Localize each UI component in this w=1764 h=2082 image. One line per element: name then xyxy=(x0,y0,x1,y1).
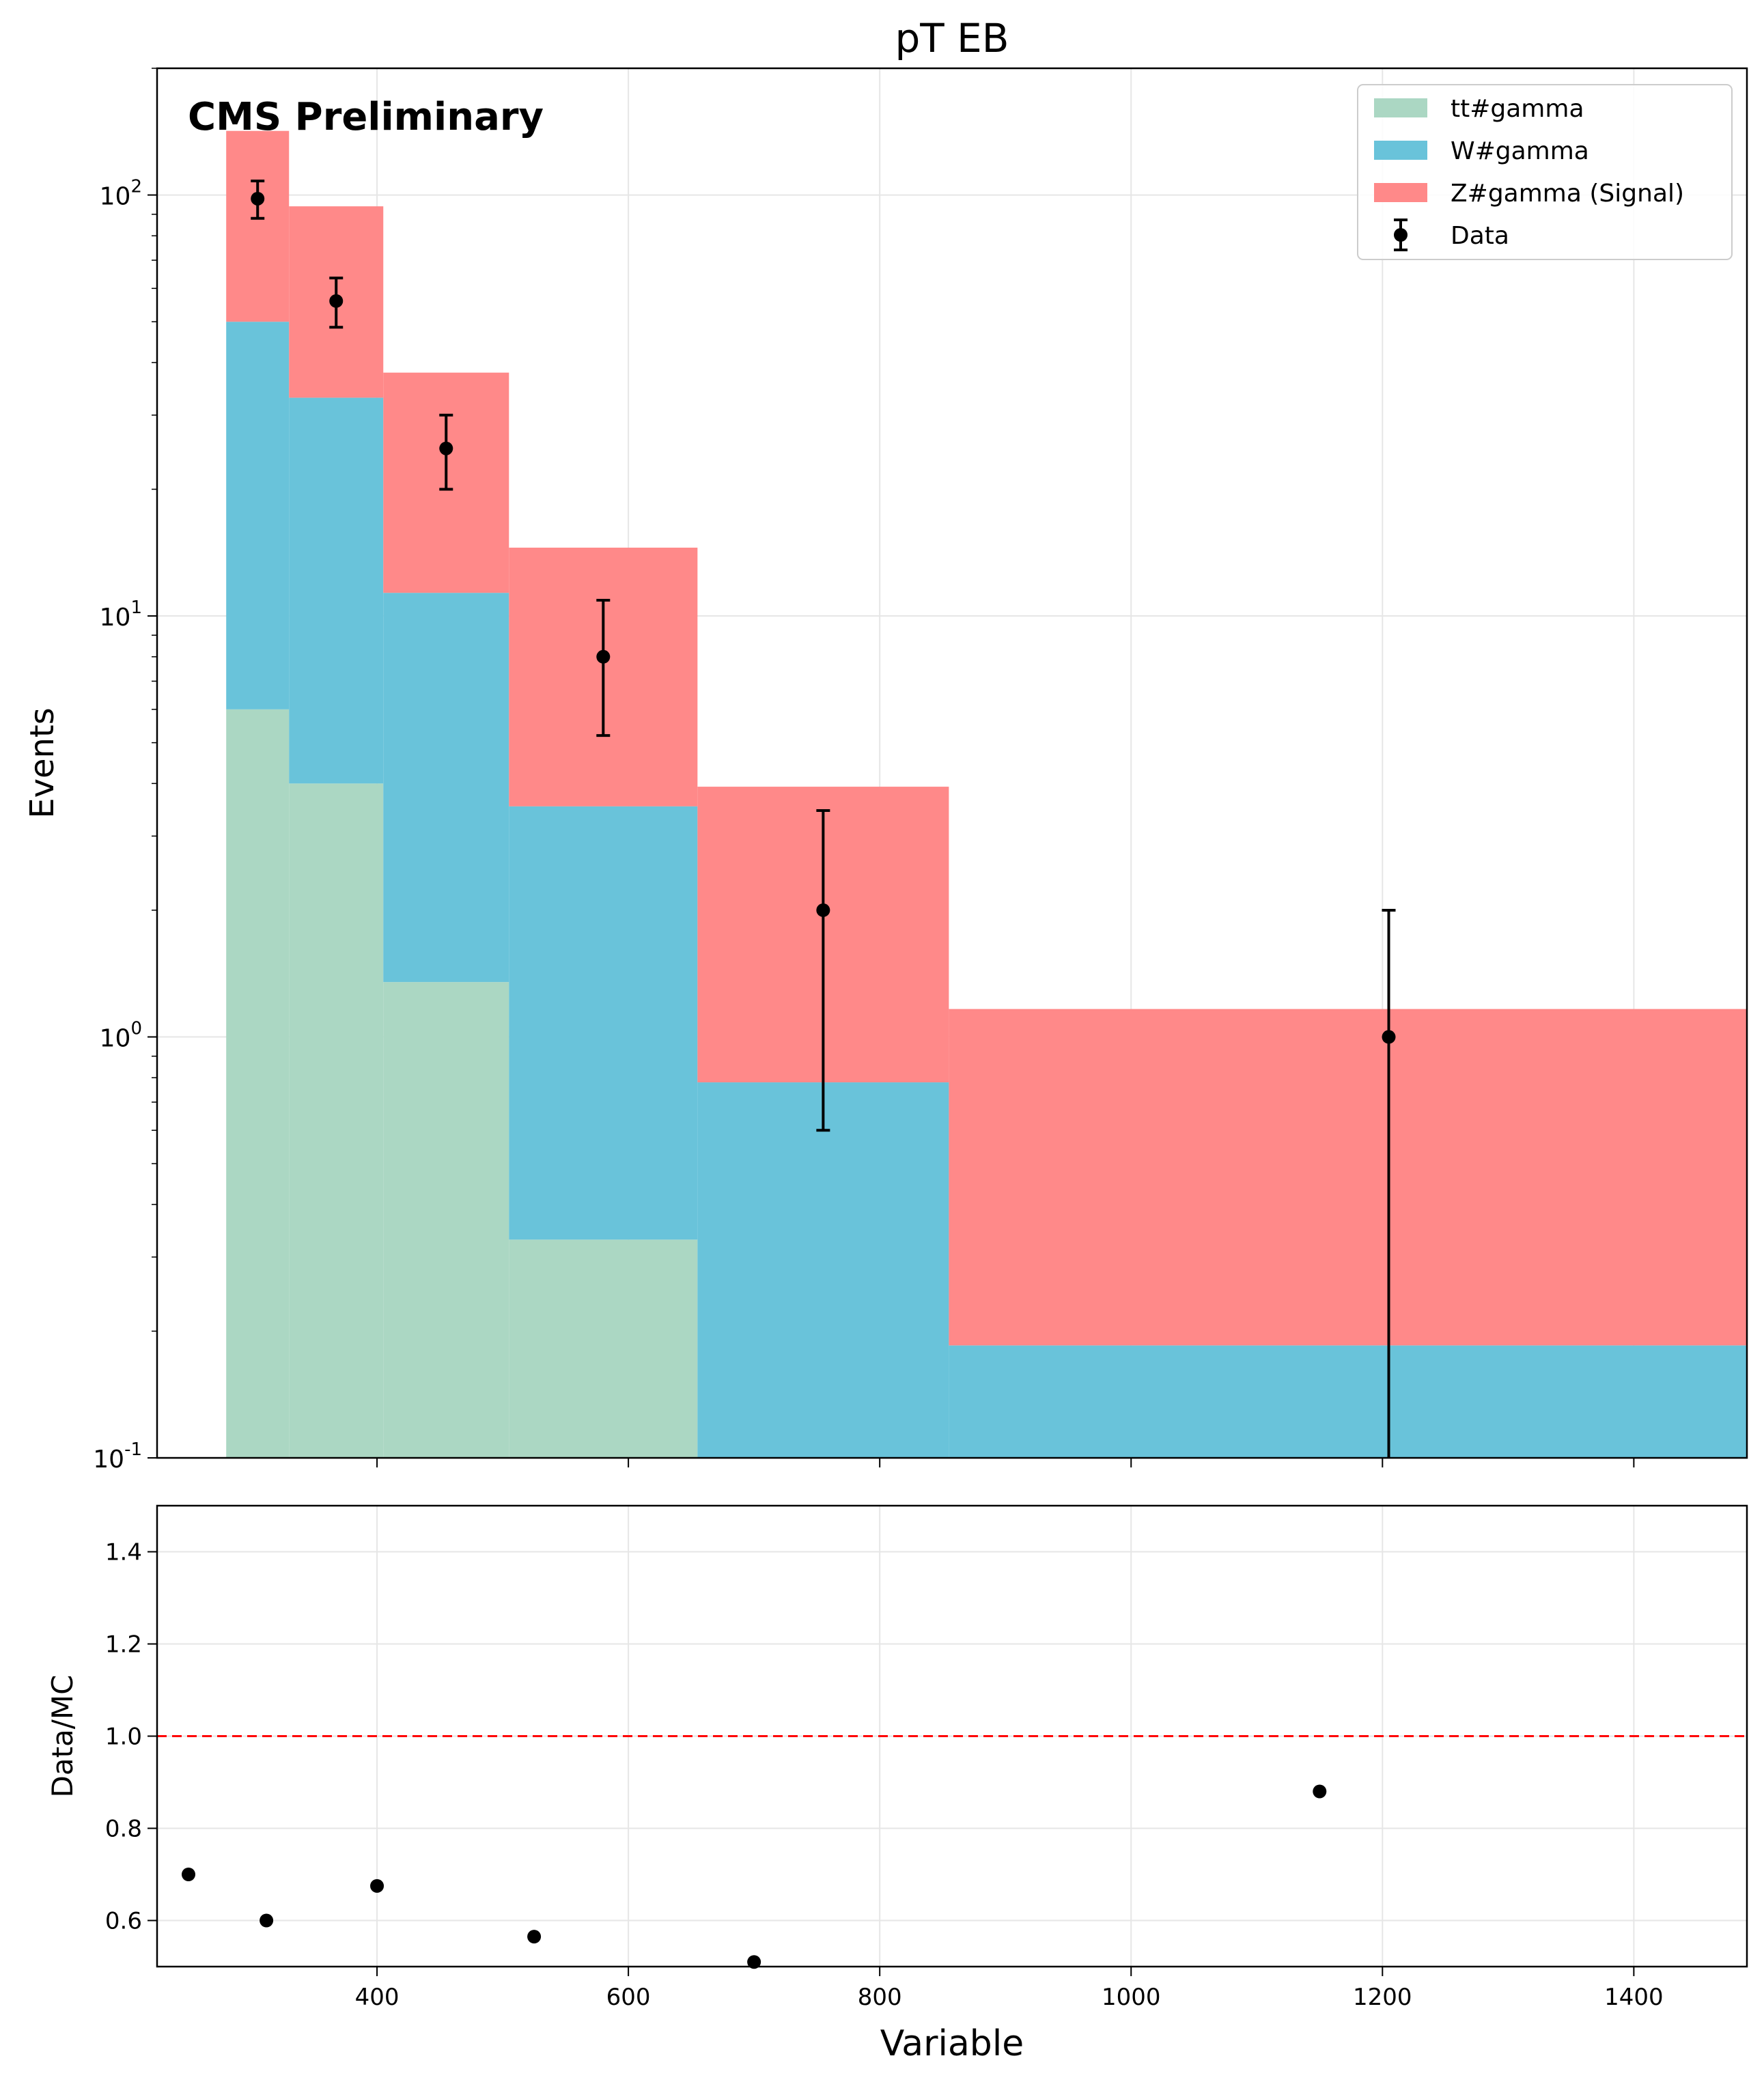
tick-base: 10 xyxy=(100,1025,131,1053)
ratio-y-tick-label: 0.6 xyxy=(105,1908,142,1935)
ratio-data-points xyxy=(182,1784,1327,1969)
stack-bar-w-gamma-bin-1 xyxy=(289,397,384,784)
ratio-x-tick-label: 1400 xyxy=(1604,1984,1664,2011)
stack-bar-tt-gamma-bin-1 xyxy=(289,783,384,1458)
data-marker xyxy=(251,191,265,206)
stack-bar-w-gamma-bin-4 xyxy=(697,1082,949,1458)
ratio-point-5 xyxy=(1313,1784,1327,1799)
chart-title: pT EB xyxy=(895,15,1009,61)
ratio-axis-ticks: 400 600 800 1000 1200 1400 0.6 0.8 1.0 1.2 1.4 xyxy=(105,1539,1664,2012)
x-axis-label: Variable xyxy=(880,2023,1024,2064)
ratio-point-4 xyxy=(747,1955,761,1969)
data-marker xyxy=(816,903,830,917)
ratio-point-3 xyxy=(527,1930,542,1944)
tick-exponent: -1 xyxy=(124,1439,142,1460)
cms-preliminary-label: CMS Preliminary xyxy=(188,95,544,139)
tick-exponent: 2 xyxy=(130,177,142,197)
data-point-2 xyxy=(439,413,453,491)
legend-data-marker xyxy=(1394,228,1408,242)
main-stack-bars xyxy=(226,130,1747,1458)
tick-base: 10 xyxy=(100,604,131,632)
tick-exponent: 1 xyxy=(130,597,142,618)
legend-box xyxy=(1357,84,1733,260)
legend-label-0: tt#gamma xyxy=(1451,95,1584,123)
main-y-tick-label: 100 xyxy=(100,1019,142,1053)
tick-base: 10 xyxy=(93,1446,124,1474)
ratio-point-0 xyxy=(182,1868,196,1881)
data-marker xyxy=(329,294,344,308)
ratio-x-tick-label: 600 xyxy=(606,1984,651,2011)
ratio-y-tick-label: 1.4 xyxy=(105,1539,142,1566)
legend-label-2: Z#gamma (Signal) xyxy=(1451,180,1684,208)
ratio-y-tick-label: 1.0 xyxy=(105,1724,142,1751)
stack-bar-z-gamma-signal--bin-0 xyxy=(226,130,290,322)
y-axis-label-ratio: Data/MC xyxy=(46,1675,79,1798)
ratio-x-tick-label: 1000 xyxy=(1102,1984,1161,2011)
stack-bar-w-gamma-bin-0 xyxy=(226,322,290,709)
main-data-points xyxy=(251,179,1396,1458)
data-point-4 xyxy=(816,808,830,1132)
main-y-tick-label: 10-1 xyxy=(93,1439,142,1474)
legend-swatch-2 xyxy=(1374,183,1427,202)
ratio-point-1 xyxy=(260,1913,274,1928)
ratio-x-tick-label: 400 xyxy=(355,1984,400,2011)
stack-bar-tt-gamma-bin-2 xyxy=(383,982,509,1458)
ratio-point-2 xyxy=(370,1879,384,1893)
legend-label-1: W#gamma xyxy=(1451,137,1589,165)
main-y-tick-label: 101 xyxy=(100,597,142,632)
data-point-3 xyxy=(596,598,611,737)
stack-bar-w-gamma-bin-2 xyxy=(383,593,509,983)
stack-bar-w-gamma-bin-5 xyxy=(949,1345,1747,1458)
legend-swatch-0 xyxy=(1374,98,1427,117)
ratio-x-tick-label: 800 xyxy=(858,1984,902,2011)
tick-base: 10 xyxy=(100,183,131,211)
legend-swatch-1 xyxy=(1374,141,1427,160)
ratio-y-tick-label: 0.8 xyxy=(105,1816,142,1843)
ratio-x-tick-label: 1200 xyxy=(1353,1984,1412,2011)
data-marker xyxy=(596,649,611,664)
stack-bar-z-gamma-signal--bin-5 xyxy=(949,1009,1747,1346)
data-point-0 xyxy=(251,179,265,220)
legend: tt#gamma W#gamma Z#gamma (Signal) Data xyxy=(1357,84,1733,260)
main-y-tick-label: 102 xyxy=(100,177,142,211)
stack-bar-tt-gamma-bin-3 xyxy=(509,1239,698,1458)
data-point-1 xyxy=(329,277,344,329)
ratio-y-tick-label: 1.2 xyxy=(105,1631,142,1659)
data-marker xyxy=(1382,1030,1396,1044)
main-plot-frame xyxy=(156,67,1748,1459)
tick-exponent: 0 xyxy=(130,1019,142,1039)
y-axis-label-events: Events xyxy=(23,707,61,819)
legend-label-3: Data xyxy=(1451,222,1509,250)
data-point-5 xyxy=(1382,908,1396,1458)
data-marker xyxy=(439,441,453,455)
ratio-grid xyxy=(157,1506,1747,1967)
stack-bar-tt-gamma-bin-0 xyxy=(226,709,290,1458)
stack-bar-w-gamma-bin-3 xyxy=(509,806,698,1240)
